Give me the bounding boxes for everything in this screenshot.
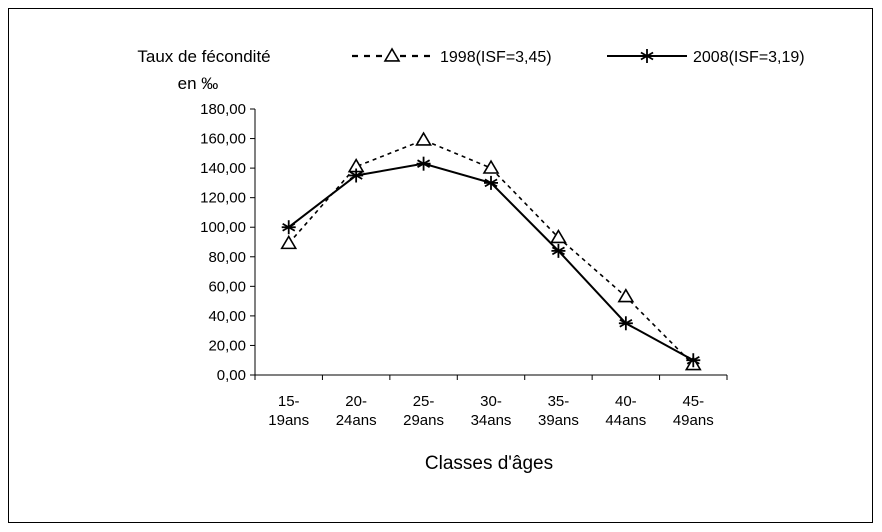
y-tick-label: 60,00 [208,278,246,295]
x-tick-label: 19ans [268,412,309,429]
x-tick-label: 15- [278,393,300,410]
triangle-marker [482,159,500,174]
y-axis: 0,00 20,00 40,00 60,00 80,00 100,00 120,00 140,… [200,101,256,384]
y-tick-label: 20,00 [208,337,246,354]
y-tick-label: 80,00 [208,249,246,266]
x-tick-label: 39ans [538,412,579,429]
x-axis-label: Classes d'âges [425,453,553,474]
x-tick-label: 20- [345,393,367,410]
y-tick-label: 140,00 [200,160,246,177]
series-layer [280,131,702,371]
y-tick-label: 0,00 [217,367,246,384]
x-tick-label: 25- [413,393,435,410]
x-tick-label: 44ans [605,412,646,429]
legend: 1998(ISF=3,45) 2008(ISF=3,19) [352,47,805,66]
x-axis: 15- 19ans 20- 24ans 25- 29ans 30- 34ans 35- 39ans… [254,374,728,429]
asterisk-marker [349,168,364,183]
asterisk-marker [551,243,566,258]
y-axis-label-line-2: en ‰ [178,74,219,93]
triangle-marker [617,288,635,303]
y-tick-label: 120,00 [200,190,246,207]
x-tick-label: 24ans [336,412,377,429]
x-tick-label: 34ans [471,412,512,429]
y-tick-label: 180,00 [200,101,246,118]
triangle-marker [550,228,567,244]
triangle-marker [415,131,432,146]
triangle-marker [280,234,298,250]
asterisk-marker [686,353,701,368]
legend-item-1998: 1998(ISF=3,45) [352,47,552,66]
asterisk-marker [281,220,296,235]
y-tick-label: 100,00 [200,219,246,236]
series-1 [281,156,701,368]
x-tick-label: 45- [682,393,704,410]
legend-item-2008: 2008(ISF=3,19) [607,49,805,66]
triangle-marker [383,47,401,62]
asterisk-marker [484,175,498,190]
asterisk-marker [618,316,633,331]
x-tick-label: 29ans [403,412,444,429]
x-tick-label: 49ans [673,412,714,429]
legend-label: 2008(ISF=3,19) [693,49,805,66]
y-axis-label-line-1: Taux de fécondité [137,47,270,66]
x-tick-label: 30- [480,393,502,410]
y-tick-label: 160,00 [200,131,246,148]
asterisk-marker [416,156,431,171]
legend-label: 1998(ISF=3,45) [440,49,552,66]
x-tick-label: 35- [548,393,570,410]
asterisk-marker [640,49,654,63]
y-tick-label: 40,00 [208,308,246,325]
x-tick-label: 40- [615,393,637,410]
chart-border [8,8,873,523]
